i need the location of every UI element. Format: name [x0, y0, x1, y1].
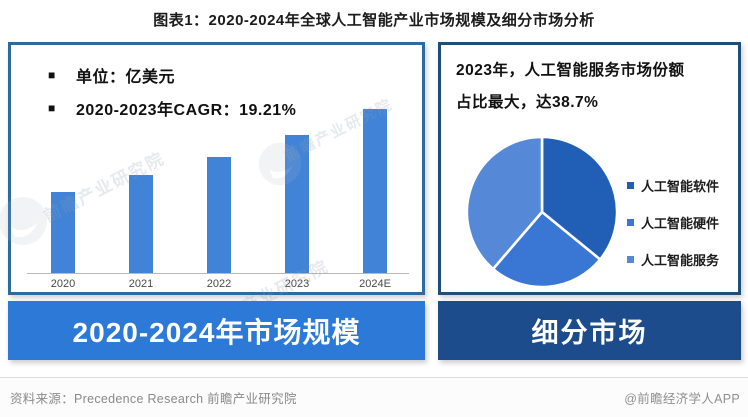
- pie-chart-panel: 2023年，人工智能服务市场份额 占比最大，达38.7% 人工智能软件 人工智能硬…: [438, 42, 741, 295]
- legend-marker-icon: [627, 219, 634, 226]
- pie-legend: 人工智能软件 人工智能硬件 人工智能服务: [627, 167, 719, 278]
- unit-note: ■ 单位：亿美元: [48, 58, 296, 91]
- pie-panel-banner: 细分市场: [438, 301, 741, 360]
- x-tick-label: 2023: [284, 278, 310, 290]
- pie-slice-人工智能服务: [465, 135, 544, 271]
- pie-headline-line1: 2023年，人工智能服务市场份额: [456, 62, 685, 79]
- page-title: 图表1：2020-2024年全球人工智能产业市场规模及细分市场分析: [153, 12, 595, 29]
- bar-2021: [129, 175, 153, 273]
- pie-chart: [465, 135, 619, 289]
- bar-panel-banner: 2020-2024年市场规模: [8, 301, 425, 360]
- bar-chart-notes: ■ 单位：亿美元 ■ 2020-2023年CAGR：19.21%: [48, 58, 296, 124]
- pie-headline: 2023年，人工智能服务市场份额 占比最大，达38.7%: [456, 55, 684, 119]
- pie-headline-line2: 占比最大，达38.7%: [456, 94, 599, 111]
- data-source-note: 资料来源：Precedence Research 前瞻产业研究院: [10, 392, 297, 406]
- pie-legend-item: 人工智能硬件: [627, 204, 719, 241]
- pie-legend-label: 人工智能服务: [641, 253, 720, 268]
- pie-legend-item: 人工智能软件: [627, 167, 719, 204]
- square-bullet-icon: ■: [48, 67, 56, 82]
- bar-chart-panel: 2020 2021 2022 2023 2024E ■ 单位：亿美元 ■ 2020-20…: [0, 42, 425, 334]
- x-tick-label: 2022: [206, 278, 232, 290]
- pie-slice-人工智能软件: [540, 135, 619, 261]
- pie-slice-人工智能硬件: [491, 210, 602, 289]
- bar-2022: [207, 157, 231, 273]
- footer: 资料来源：Precedence Research 前瞻产业研究院 @前瞻经济学人…: [0, 377, 748, 417]
- cagr-note: ■ 2020-2023年CAGR：19.21%: [48, 91, 296, 124]
- bar-2024E: [363, 109, 387, 273]
- legend-marker-icon: [627, 256, 634, 263]
- credit-note: @前瞻经济学人APP: [624, 392, 740, 406]
- x-tick-label: 2021: [128, 278, 154, 290]
- x-tick-label: 2020: [50, 278, 76, 290]
- square-bullet-icon: ■: [48, 100, 56, 115]
- cagr-note-label: 2020-2023年CAGR：19.21%: [76, 101, 297, 119]
- bar-chart: 2020 2021 2022 2023 2024E: [11, 45, 422, 292]
- legend-marker-icon: [627, 182, 634, 189]
- bar-2020: [51, 192, 75, 273]
- pie-legend-label: 人工智能软件: [641, 179, 720, 194]
- pie-legend-item: 人工智能服务: [627, 241, 719, 278]
- x-axis-line: [27, 273, 409, 274]
- unit-note-label: 单位：亿美元: [76, 68, 176, 86]
- bar-2023: [285, 135, 309, 273]
- x-tick-label: 2024E: [359, 278, 391, 290]
- pie-legend-label: 人工智能硬件: [641, 216, 720, 231]
